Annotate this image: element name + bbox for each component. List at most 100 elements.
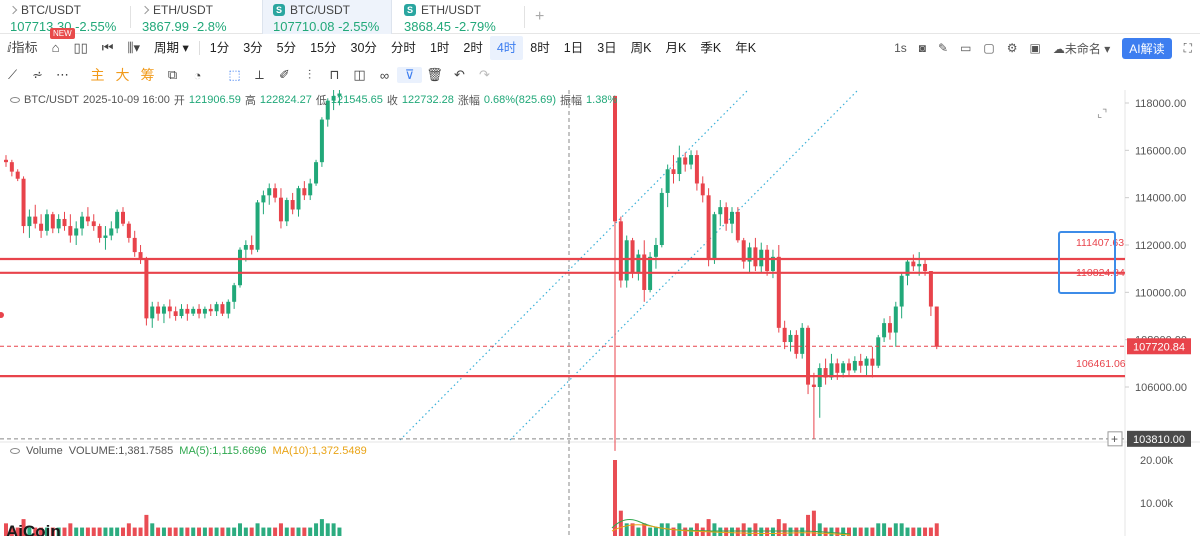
brush-icon[interactable]: ✐ xyxy=(279,67,290,82)
candle-body xyxy=(671,169,676,174)
indicators-button[interactable]: 指标 xyxy=(11,40,38,55)
y-tick-label: 114000.00 xyxy=(1135,193,1186,205)
interval-8h[interactable]: 8时 xyxy=(530,41,550,55)
volume-bar xyxy=(671,527,676,536)
candle-body xyxy=(261,195,266,203)
candle-body xyxy=(905,261,910,276)
eye-icon[interactable] xyxy=(10,448,20,454)
candle-body xyxy=(132,237,137,253)
layout-icon[interactable]: ▯▯ xyxy=(73,40,88,55)
tab-btc-active[interactable]: S BTC/USDT 107710.08 -2.55% xyxy=(262,0,392,34)
select-icon[interactable]: ⬚ xyxy=(228,67,241,82)
exchange-icon: S xyxy=(404,4,416,16)
chart-type-icon[interactable]: ⫼▾ xyxy=(127,40,140,55)
volume-bar xyxy=(267,527,272,536)
volume-bar xyxy=(829,527,834,536)
trash-icon[interactable]: 🗑 xyxy=(426,67,443,82)
legend-time: 2025-10-09 16:00 xyxy=(83,94,170,106)
period-dropdown[interactable]: 周期 ▾ xyxy=(153,41,189,55)
main-indicator-button[interactable]: 主 xyxy=(90,67,105,83)
filter-icon[interactable]: ⊽ xyxy=(397,67,422,83)
tab-change: -2.79% xyxy=(454,19,496,34)
tab-price: 3868.45 xyxy=(404,19,451,34)
bars-icon[interactable]: ⫶ xyxy=(307,67,312,82)
ai-analysis-button[interactable]: AI解读 xyxy=(1122,37,1172,59)
camera-icon[interactable]: ◙ xyxy=(918,41,927,55)
indicator-icon[interactable]: ⅈ指标 xyxy=(7,40,38,55)
pen-icon[interactable]: ✎ xyxy=(938,41,949,55)
cloud-icon[interactable]: ☁未命名 ▾ xyxy=(1052,41,1111,56)
settings-icon[interactable]: ⚙ xyxy=(1006,41,1018,55)
candle-body xyxy=(934,306,939,347)
tab-eth-2[interactable]: S ETH/USDT 3868.45 -2.79% xyxy=(394,0,524,34)
interval-quarter[interactable]: 季K xyxy=(700,41,722,55)
interval-3d[interactable]: 3日 xyxy=(597,41,617,55)
link-icon[interactable]: ∞ xyxy=(379,67,390,83)
volume-bar xyxy=(80,527,85,536)
redo-icon[interactable]: ↷ xyxy=(479,67,490,82)
trendline-icon[interactable]: ⟋ xyxy=(7,67,18,82)
replay-icon[interactable]: ⏮ xyxy=(101,40,114,55)
interval-3m[interactable]: 3分 xyxy=(243,41,263,55)
volume-bar xyxy=(794,527,799,536)
volume-bar xyxy=(173,527,178,536)
interval-2h[interactable]: 2时 xyxy=(463,41,483,55)
volume-bar xyxy=(788,527,793,536)
interval-15m[interactable]: 15分 xyxy=(310,41,337,55)
volume-bar xyxy=(284,527,289,536)
candle-body xyxy=(876,337,881,366)
interval-1m[interactable]: 1分 xyxy=(209,41,230,55)
save-icon[interactable]: ▢ xyxy=(983,41,995,55)
clock-icon[interactable]: ◔ xyxy=(193,67,202,83)
chevron-icon xyxy=(140,5,150,15)
candle-body xyxy=(232,285,237,302)
channel-icon[interactable]: ⩫ xyxy=(32,67,43,82)
more-icon[interactable]: ⋯ xyxy=(56,67,69,82)
interval-week[interactable]: 周K xyxy=(630,41,652,55)
big-order-button[interactable]: 大 xyxy=(115,67,130,83)
fullscreen-icon[interactable]: ▣ xyxy=(1029,41,1041,55)
interval-month[interactable]: 月K xyxy=(665,41,687,55)
add-tab-icon[interactable]: + xyxy=(535,8,545,25)
tab-eth-1[interactable]: ETH/USDT 3867.99 -2.8% xyxy=(132,0,260,34)
volume-bar xyxy=(683,527,688,536)
ruler-icon[interactable]: ⟂ xyxy=(255,67,264,82)
volume-bar xyxy=(852,527,857,536)
legend-close-label: 收 xyxy=(386,95,398,107)
volume-bar xyxy=(800,527,805,536)
candlestick-chart[interactable]: 106000.00108000.00110000.00112000.001140… xyxy=(0,90,1200,536)
candle-body xyxy=(624,240,629,281)
candle-body xyxy=(278,197,283,222)
level-label: 110824.84 xyxy=(1076,267,1125,279)
magnet-icon[interactable]: ◫ xyxy=(353,67,366,82)
crosshair-price-tag xyxy=(1127,430,1191,447)
add-level-button xyxy=(1107,431,1123,447)
interval-30m[interactable]: 30分 xyxy=(350,41,377,55)
template-icon[interactable]: ⌂ xyxy=(51,40,60,55)
lock-icon[interactable]: ⊓ xyxy=(329,67,340,82)
interval-year[interactable]: 年K xyxy=(735,41,757,55)
comment-icon[interactable]: ▭ xyxy=(960,41,972,55)
interval-1d[interactable]: 1日 xyxy=(563,41,584,55)
expand-icon[interactable]: ⛶ xyxy=(1183,40,1192,55)
undo-icon[interactable]: ↶ xyxy=(454,67,465,82)
candle-body xyxy=(331,95,336,101)
legend-open: 121906.59 xyxy=(188,94,241,106)
candle-body xyxy=(870,358,875,366)
interval-5m[interactable]: 5分 xyxy=(276,41,297,55)
volume-bar xyxy=(882,523,887,536)
interval-4h[interactable]: 4时 xyxy=(489,36,524,60)
volume-bar xyxy=(138,527,143,536)
volume-bar xyxy=(770,527,775,536)
candle-body xyxy=(630,240,635,274)
crosshair-price-label: 103810.00 xyxy=(1133,434,1185,446)
speed-label[interactable]: 1s xyxy=(894,41,907,55)
interval-1h[interactable]: 1时 xyxy=(429,41,450,55)
volume-bar xyxy=(806,514,811,536)
copy-icon[interactable]: ⧉ xyxy=(167,67,178,82)
interval-timeline[interactable]: 分时 xyxy=(390,41,416,55)
chips-button[interactable]: 筹 xyxy=(140,67,155,83)
eye-icon[interactable] xyxy=(10,97,20,103)
layout-name[interactable]: 未命名 xyxy=(1064,41,1101,56)
legend-amp: 1.38% xyxy=(586,94,618,106)
